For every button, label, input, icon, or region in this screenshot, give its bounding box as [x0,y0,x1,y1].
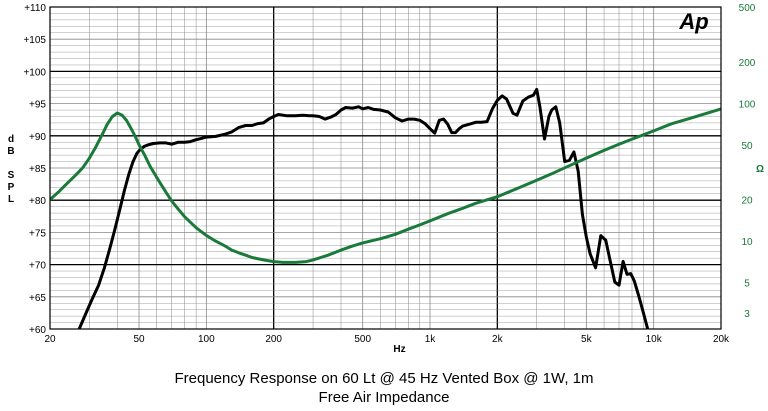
x-tick-label: 20 [44,334,56,345]
x-tick-label: 100 [198,334,215,345]
y-left-tick-label: +100 [23,67,46,78]
y-left-tick-label: +90 [29,132,46,143]
y-left-tick-label: +70 [29,261,46,272]
y-right-tick-label: 5 [744,279,750,290]
x-tick-label: 10k [646,334,663,345]
spl-curve [77,87,650,329]
y-left-label-char: L [8,194,14,205]
y-left-tick-label: +105 [23,35,46,46]
y-left-label-char: S [8,170,15,181]
y-right-tick-label: 3 [744,309,750,320]
y-right-tick-label: 50 [741,141,753,152]
x-tick-label: 20k [713,334,730,345]
caption-line-2: Free Air Impedance [318,389,450,406]
y-axis-right-label: Ω [756,164,764,175]
series-lines [50,87,721,329]
y-right-tick-label: 10 [741,237,753,248]
ap-logo: Ap [678,9,708,34]
y-axis-left-label: dB SPL [7,134,14,205]
y-left-tick-label: +85 [29,164,46,175]
y-left-label-char: B [7,146,14,157]
y-left-tick-label: +95 [29,100,46,111]
x-tick-label: 500 [354,334,371,345]
grid-lines [49,6,722,330]
y-left-tick-label: +65 [29,293,46,304]
x-tick-label: 50 [133,334,145,345]
y-left-label-char: d [8,134,14,145]
x-tick-label: 2k [492,334,504,345]
x-tick-label: 5k [581,334,593,345]
y-right-tick-label: 500 [739,3,756,14]
tick-labels: +60 +65 +70 +75 +80 +85 +90 +95 +100 +105 +110 3 5 10… [23,3,755,345]
x-tick-label: 1k [425,334,437,345]
x-axis-label: Hz [393,344,405,355]
y-left-tick-label: +60 [29,325,46,336]
plot-frame [49,6,722,330]
y-left-label-char: P [8,182,15,193]
y-right-tick-label: 100 [739,99,756,110]
impedance-curve [50,107,721,264]
y-left-tick-label: +80 [29,196,46,207]
y-right-tick-label: 20 [741,196,753,207]
x-tick-label: 200 [265,334,282,345]
y-left-tick-label: +75 [29,228,46,239]
y-right-tick-label: 200 [739,58,756,69]
y-left-tick-label: +110 [24,3,46,14]
caption-line-1: Frequency Response on 60 Lt @ 45 Hz Vent… [174,370,594,387]
